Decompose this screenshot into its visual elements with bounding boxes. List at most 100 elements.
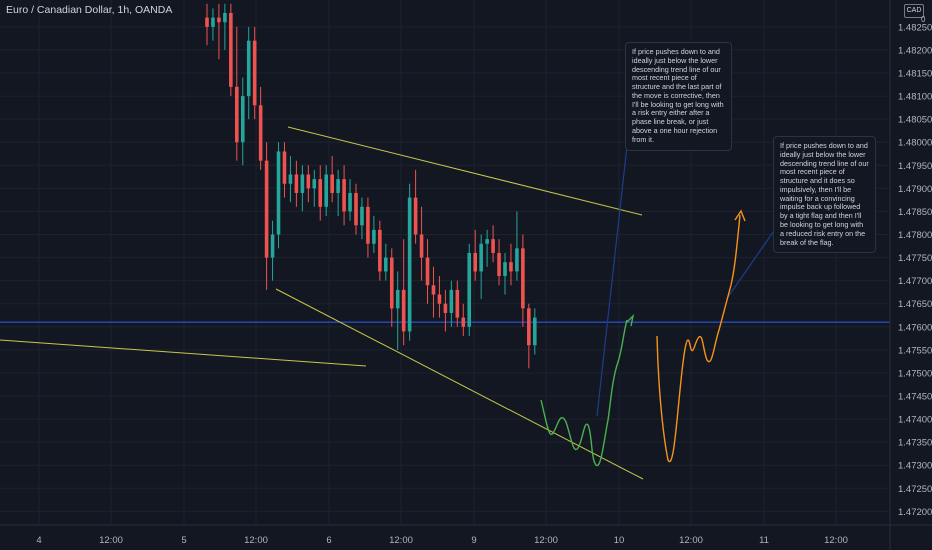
candle-body bbox=[288, 174, 293, 184]
candle-body bbox=[258, 105, 263, 161]
candle-body bbox=[509, 262, 513, 272]
candle-body bbox=[217, 17, 221, 23]
pointer-line-impulsive bbox=[727, 224, 779, 298]
candle-body bbox=[425, 257, 430, 286]
candle-body bbox=[467, 252, 472, 327]
price-tick-label: 1.47550 bbox=[898, 345, 932, 356]
price-tick-label: 1.47450 bbox=[898, 392, 932, 403]
candle-body bbox=[336, 179, 340, 193]
candle-body bbox=[246, 40, 251, 97]
candle-body bbox=[366, 206, 370, 244]
candle-body bbox=[485, 239, 489, 244]
candle-body bbox=[342, 179, 346, 212]
candle-body bbox=[449, 289, 454, 313]
candle-body bbox=[300, 174, 305, 193]
grid-lines bbox=[0, 0, 890, 525]
candle-body bbox=[521, 248, 525, 309]
candle-body bbox=[294, 174, 299, 193]
price-tick-label: 1.48050 bbox=[898, 115, 932, 126]
price-tick-label: 1.48250 bbox=[898, 22, 932, 33]
price-tick-label: 1.47350 bbox=[898, 438, 932, 449]
chart-title: Euro / Canadian Dollar, 1h, OANDA bbox=[6, 4, 173, 16]
candle-body bbox=[348, 192, 352, 212]
time-tick-label: 10 bbox=[614, 535, 625, 546]
price-tick-label: 1.47400 bbox=[898, 415, 932, 426]
candle-body bbox=[223, 13, 227, 23]
scenario-path-corrective bbox=[540, 319, 628, 467]
price-tick-label: 1.47800 bbox=[898, 230, 932, 241]
candle-body bbox=[533, 317, 537, 346]
price-tick-label: 1.48100 bbox=[898, 92, 932, 103]
trend-lines[interactable] bbox=[0, 126, 644, 480]
price-tick-label: 1.48200 bbox=[898, 45, 932, 56]
currency-badge[interactable]: CAD bbox=[904, 4, 924, 18]
candle-body bbox=[240, 96, 245, 143]
price-tick-label: 1.47300 bbox=[898, 461, 932, 472]
annotation-corrective[interactable]: If price pushes down to and ideally just… bbox=[625, 42, 732, 151]
candle-body bbox=[252, 40, 257, 106]
price-tick-label: 1.47700 bbox=[898, 276, 932, 287]
time-tick-label: 12:00 bbox=[244, 535, 268, 546]
candle-body bbox=[455, 289, 460, 318]
candle-body bbox=[461, 317, 466, 327]
candle-body bbox=[229, 13, 233, 87]
scenario-path-impulsive bbox=[656, 214, 741, 463]
price-tick-label: 1.47750 bbox=[898, 253, 932, 264]
price-tick-label: 1.47500 bbox=[898, 368, 932, 379]
candle-body bbox=[401, 289, 406, 332]
price-tick-label: 1.47950 bbox=[898, 161, 932, 172]
candle-body bbox=[282, 151, 287, 184]
candle-body bbox=[407, 197, 412, 332]
price-tick-label: 1.47650 bbox=[898, 299, 932, 310]
candle-body bbox=[527, 308, 531, 346]
candle-body bbox=[479, 243, 483, 272]
time-tick-label: 12:00 bbox=[824, 535, 848, 546]
time-tick-label: 4 bbox=[36, 535, 41, 546]
candle-body bbox=[360, 206, 364, 226]
candle-body bbox=[354, 192, 358, 226]
trend-line bbox=[287, 126, 643, 216]
trend-line bbox=[275, 288, 644, 480]
annotation-impulsive[interactable]: If price pushes down to and ideally just… bbox=[773, 136, 876, 254]
time-tick-label: 12:00 bbox=[389, 535, 413, 546]
price-tick-label: 1.47900 bbox=[898, 184, 932, 195]
time-tick-label: 12:00 bbox=[679, 535, 703, 546]
candle-body bbox=[431, 285, 436, 295]
candle-body bbox=[384, 257, 388, 272]
candle-body bbox=[205, 17, 209, 27]
candle-body bbox=[437, 294, 442, 304]
time-tick-label: 11 bbox=[759, 535, 769, 546]
time-tick-label: 9 bbox=[471, 535, 476, 546]
pointer-line-corrective bbox=[596, 109, 632, 417]
price-tick-label: 1.47200 bbox=[898, 507, 932, 518]
candle-body bbox=[211, 17, 215, 27]
candles bbox=[205, 3, 537, 369]
price-tick-label: 1.47600 bbox=[898, 322, 932, 333]
price-tick-label: 1.47250 bbox=[898, 484, 932, 495]
candle-body bbox=[276, 151, 281, 235]
candle-body bbox=[503, 262, 507, 277]
candle-body bbox=[443, 303, 448, 313]
time-tick-label: 5 bbox=[181, 535, 186, 546]
candle-body bbox=[491, 239, 495, 253]
candle-body bbox=[324, 174, 328, 207]
candle-body bbox=[515, 248, 519, 272]
scenario-paths[interactable] bbox=[540, 109, 779, 467]
candle-body bbox=[378, 229, 382, 272]
candle-body bbox=[395, 289, 400, 309]
candle-body bbox=[389, 257, 394, 309]
candle-body bbox=[473, 252, 477, 272]
scenario-arrow-impulsive bbox=[734, 209, 746, 222]
time-tick-label: 12:00 bbox=[99, 535, 123, 546]
candle-body bbox=[312, 179, 317, 189]
candle-body bbox=[306, 174, 311, 189]
price-tick-label: 1.48000 bbox=[898, 138, 932, 149]
time-tick-label: 6 bbox=[326, 535, 331, 546]
trend-line bbox=[0, 339, 367, 367]
candle-body bbox=[264, 160, 269, 258]
candle-body bbox=[497, 252, 501, 277]
candle-body bbox=[318, 179, 323, 207]
scenario-arrow-corrective bbox=[625, 313, 635, 327]
